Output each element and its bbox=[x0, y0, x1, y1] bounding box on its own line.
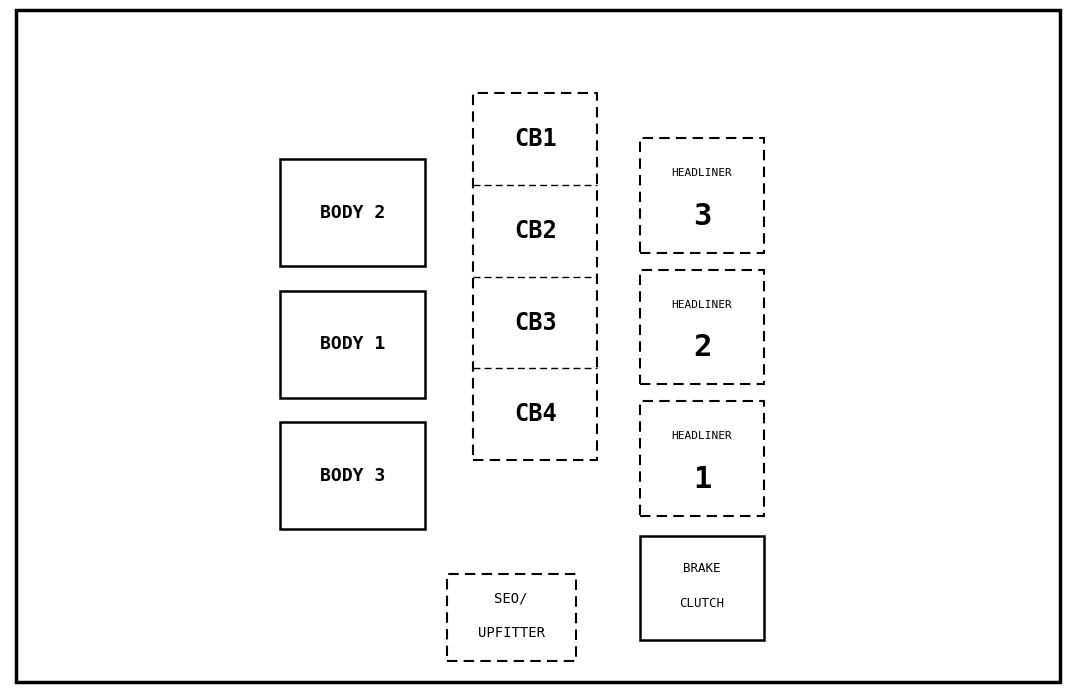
FancyBboxPatch shape bbox=[280, 291, 425, 398]
FancyBboxPatch shape bbox=[640, 536, 764, 640]
Text: BODY 1: BODY 1 bbox=[320, 335, 385, 354]
FancyBboxPatch shape bbox=[640, 138, 764, 253]
FancyBboxPatch shape bbox=[447, 574, 576, 661]
Text: 3: 3 bbox=[693, 202, 711, 230]
Text: CB2: CB2 bbox=[514, 219, 556, 243]
Text: SEO/: SEO/ bbox=[494, 591, 528, 606]
Text: HEADLINER: HEADLINER bbox=[671, 168, 733, 179]
Text: 2: 2 bbox=[693, 334, 711, 362]
Text: CB4: CB4 bbox=[514, 402, 556, 426]
Text: BODY 3: BODY 3 bbox=[320, 466, 385, 485]
FancyBboxPatch shape bbox=[640, 401, 764, 516]
Text: CB1: CB1 bbox=[514, 127, 556, 152]
Text: 1: 1 bbox=[693, 465, 711, 493]
Text: UPFITTER: UPFITTER bbox=[478, 626, 544, 640]
FancyBboxPatch shape bbox=[280, 422, 425, 529]
FancyBboxPatch shape bbox=[640, 270, 764, 384]
FancyBboxPatch shape bbox=[16, 10, 1060, 682]
Text: CB3: CB3 bbox=[514, 311, 556, 335]
Text: BODY 2: BODY 2 bbox=[320, 203, 385, 222]
Text: BRAKE: BRAKE bbox=[683, 563, 721, 575]
FancyBboxPatch shape bbox=[473, 93, 597, 460]
FancyBboxPatch shape bbox=[280, 159, 425, 266]
Text: HEADLINER: HEADLINER bbox=[671, 431, 733, 441]
Text: HEADLINER: HEADLINER bbox=[671, 300, 733, 310]
Text: CLUTCH: CLUTCH bbox=[680, 597, 724, 610]
